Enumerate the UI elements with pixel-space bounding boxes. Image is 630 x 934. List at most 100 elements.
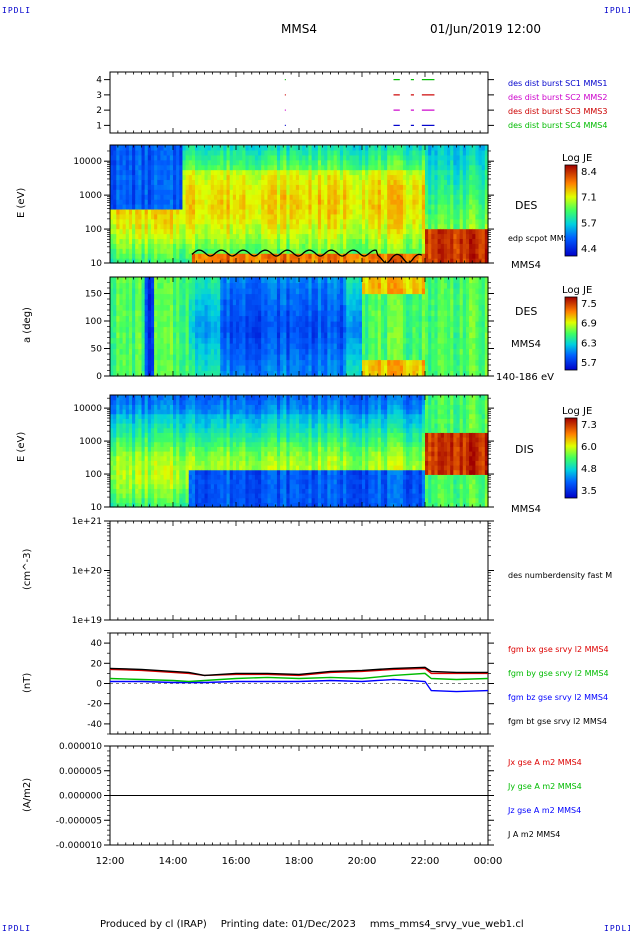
des-energy-cell	[141, 169, 146, 176]
des-energy-cell	[425, 228, 429, 235]
des-pitch-cell	[188, 315, 193, 322]
des-energy-cell	[110, 238, 114, 244]
des-energy-cell	[418, 179, 423, 185]
des-energy-cell	[305, 208, 310, 215]
des-pitch-cell	[173, 326, 177, 333]
des-pitch-cell	[116, 348, 121, 355]
des-pitch-cell	[280, 310, 284, 317]
des-pitch-cell	[276, 277, 281, 284]
des-energy-cell	[179, 233, 184, 240]
des-pitch-cell	[207, 304, 212, 311]
des-energy-cell	[264, 243, 269, 249]
des-energy-label: DES	[515, 199, 537, 212]
des-energy-cell	[425, 258, 429, 264]
des-pitch-cell	[150, 315, 155, 322]
des-energy-cell	[248, 179, 253, 185]
des-energy-cell	[469, 174, 473, 181]
des-energy-cell	[166, 228, 171, 235]
des-pitch-cell	[276, 359, 281, 366]
des-energy-cell	[191, 238, 196, 244]
burst-y-tick-label: 4	[96, 76, 102, 86]
des-energy-cell	[377, 243, 382, 249]
des-pitch-cell	[213, 337, 218, 344]
des-energy-cell	[169, 199, 174, 205]
des-energy-cell	[283, 145, 287, 151]
des-energy-cell	[450, 174, 454, 181]
des-energy-cell	[365, 154, 369, 161]
des-energy-cell	[371, 184, 376, 190]
des-energy-cell	[431, 189, 436, 195]
des-energy-cell	[248, 238, 253, 244]
des-energy-cell	[387, 228, 391, 235]
des-energy-cell	[289, 189, 294, 195]
des-energy-cell	[299, 154, 303, 161]
des-pitch-cell	[314, 321, 319, 328]
des-energy-cell	[245, 253, 250, 259]
des-pitch-cell	[122, 337, 127, 344]
des-energy-cell	[179, 174, 184, 181]
des-energy-cell	[185, 238, 190, 244]
des-energy-cell	[280, 164, 284, 171]
des-energy-cell	[223, 208, 228, 215]
des-pitch-cell	[122, 370, 127, 377]
des-pitch-cell	[179, 315, 184, 322]
des-energy-cell	[198, 248, 202, 254]
des-pitch-cell	[169, 277, 174, 284]
des-energy-cell	[267, 149, 272, 156]
des-pitch-cell	[270, 359, 275, 366]
des-energy-cell	[270, 218, 275, 225]
des-energy-cell	[154, 174, 158, 181]
des-pitch-cell	[191, 337, 196, 344]
des-energy-cell	[465, 199, 470, 205]
des-energy-cell	[352, 248, 357, 254]
des-energy-cell	[412, 189, 417, 195]
des-energy-cell	[179, 253, 184, 259]
des-pitch-cell	[160, 310, 165, 317]
des-energy-cell	[207, 174, 212, 181]
des-pitch-cell	[261, 288, 265, 295]
des-energy-cell	[406, 258, 410, 264]
des-energy-cell	[239, 258, 243, 264]
des-energy-cell	[475, 243, 480, 249]
des-energy-cell	[393, 154, 398, 161]
des-energy-cell	[317, 208, 322, 215]
des-energy-cell	[150, 179, 155, 185]
des-pitch-cell	[169, 370, 174, 377]
des-pitch-cell	[223, 293, 228, 300]
des-pitch-cell	[299, 304, 303, 311]
des-energy-cell	[157, 213, 161, 220]
des-energy-cell	[154, 184, 158, 190]
des-energy-cell	[478, 174, 483, 181]
des-pitch-cell	[163, 282, 168, 289]
des-energy-cell	[125, 248, 130, 254]
des-pitch-cell	[207, 299, 212, 306]
des-pitch-cell	[264, 288, 269, 295]
des-energy-cell	[396, 179, 401, 185]
des-pitch-cell	[295, 365, 300, 372]
des-pitch-cell	[141, 326, 146, 333]
des-energy-cell	[251, 218, 256, 225]
des-pitch-cell	[321, 359, 325, 366]
des-pitch-cell	[299, 299, 303, 306]
des-energy-cell	[179, 223, 184, 230]
des-pitch-cell	[305, 354, 310, 361]
des-energy-cell	[346, 145, 350, 151]
des-energy-cell	[207, 184, 212, 190]
des-energy-cell	[349, 174, 354, 181]
des-energy-cell	[289, 164, 294, 171]
des-energy-cell	[220, 253, 224, 259]
des-energy-cell	[270, 233, 275, 240]
des-pitch-cell	[311, 326, 316, 333]
des-pitch-cell	[251, 310, 256, 317]
des-energy-cell	[324, 223, 328, 230]
des-energy-cell	[305, 189, 310, 195]
des-energy-cell	[191, 164, 196, 171]
des-pitch-cell	[343, 315, 347, 322]
des-pitch-cell	[188, 359, 193, 366]
des-pitch-cell	[324, 315, 328, 322]
des-energy-cell	[368, 199, 373, 205]
des-energy-cell	[113, 174, 117, 181]
des-energy-cell	[132, 238, 136, 244]
des-pitch-cell	[336, 293, 341, 300]
des-energy-cell	[324, 233, 328, 240]
